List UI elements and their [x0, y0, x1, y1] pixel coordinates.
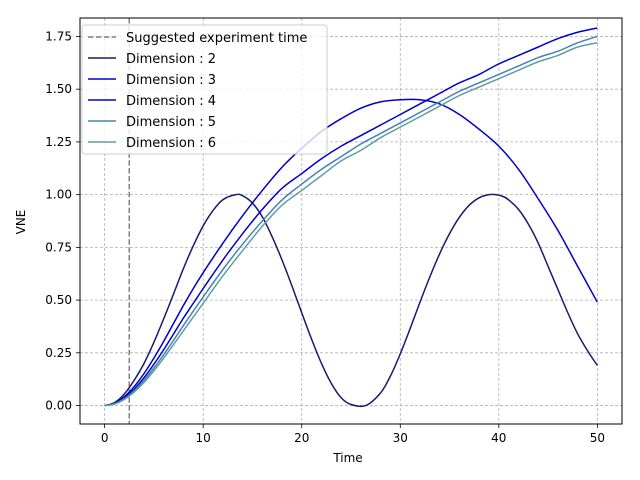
x-tick-label: 50	[590, 431, 605, 445]
series-lines	[104, 18, 599, 424]
y-tick-label: 0.50	[45, 293, 72, 307]
series-dimension-2	[104, 193, 598, 408]
series-dimension-6	[104, 42, 598, 407]
legend-label-dimension-6: Dimension : 6	[126, 136, 216, 151]
x-axis-ticks: 0 10 20 30 40 50	[101, 424, 605, 445]
y-tick-label: 0.00	[45, 399, 72, 413]
y-tick-label: 1.50	[45, 82, 72, 96]
legend-label-dimension-3: Dimension : 3	[126, 73, 216, 88]
legend-label-dimension-2: Dimension : 2	[126, 52, 216, 67]
x-tick-label: 0	[101, 431, 109, 445]
y-tick-label: 1.75	[45, 29, 72, 43]
x-tick-label: 30	[393, 431, 408, 445]
y-axis-ticks: 0.00 0.25 0.50 0.75 1.00 1.25 1.50 1.75	[45, 29, 80, 413]
y-tick-label: 0.25	[45, 346, 72, 360]
x-tick-label: 20	[294, 431, 309, 445]
legend-label-dimension-4: Dimension : 4	[126, 94, 216, 109]
series-dimension-4	[104, 27, 598, 407]
legend: Suggested experiment time Dimension : 2 …	[81, 24, 328, 155]
legend-box	[81, 24, 328, 155]
x-tick-label: 40	[491, 431, 506, 445]
plot-frame	[79, 17, 623, 425]
y-axis-label: VNE	[14, 210, 28, 235]
series-dimension-5	[104, 35, 598, 407]
x-axis-label: Time	[332, 451, 362, 465]
y-tick-label: 1.25	[45, 135, 72, 149]
y-tick-label: 0.75	[45, 240, 72, 254]
y-tick-label: 1.00	[45, 188, 72, 202]
legend-label-suggested-time: Suggested experiment time	[126, 31, 307, 46]
x-tick-label: 10	[196, 431, 211, 445]
legend-label-dimension-5: Dimension : 5	[126, 115, 216, 130]
